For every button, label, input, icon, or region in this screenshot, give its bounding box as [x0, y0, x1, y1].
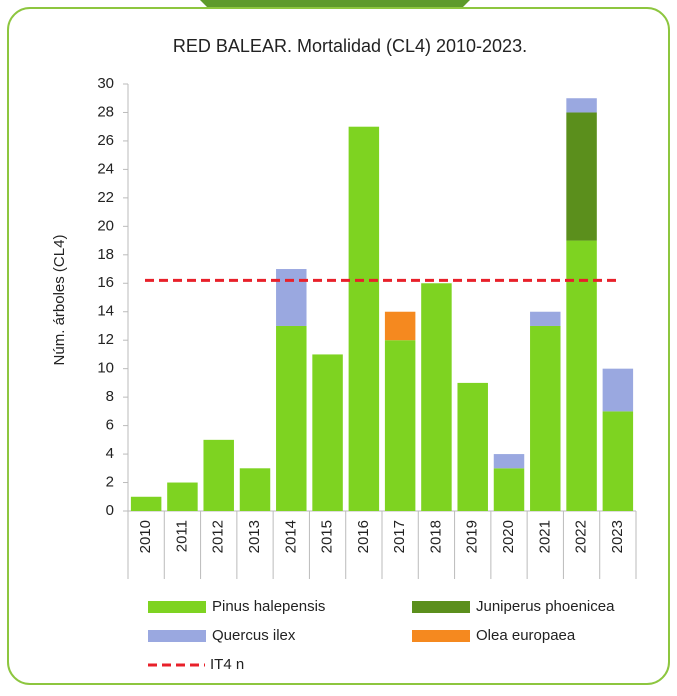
bar-segment — [530, 325, 561, 511]
legend-swatch — [412, 630, 470, 642]
legend-label: Juniperus phoenicea — [476, 598, 615, 615]
bar-segment — [602, 368, 634, 412]
bar-segment — [566, 112, 597, 241]
y-tick-label: 10 — [97, 360, 114, 377]
legend-label: Olea europaea — [476, 627, 576, 644]
bar-segment — [239, 468, 271, 511]
x-tick-label: 2010 — [137, 520, 154, 553]
bar-segment — [312, 354, 343, 511]
y-tick-label: 30 — [97, 75, 114, 92]
y-tick-label: 20 — [97, 217, 114, 234]
bar-segment — [167, 482, 198, 511]
y-tick-label: 18 — [97, 246, 114, 263]
bar-segment — [493, 454, 525, 469]
bar-segment — [530, 311, 561, 326]
y-tick-label: 12 — [97, 331, 114, 348]
y-tick-label: 8 — [106, 388, 114, 405]
bar-segment — [421, 283, 452, 511]
y-tick-label: 6 — [106, 417, 114, 434]
x-tick-label: 2023 — [609, 520, 626, 553]
x-tick-label: 2012 — [210, 520, 227, 553]
x-tick-label: 2021 — [536, 520, 553, 553]
y-tick-label: 22 — [97, 189, 114, 206]
bar-segment — [276, 269, 307, 326]
y-tick-label: 26 — [97, 132, 114, 149]
y-tick-label: 28 — [97, 103, 114, 120]
x-tick-label: 2019 — [464, 520, 481, 553]
x-tick-label: 2011 — [173, 520, 190, 552]
legend-swatch — [412, 601, 470, 613]
legend-label: Quercus ilex — [212, 627, 296, 644]
bar-segment — [130, 496, 162, 511]
legend-label: IT4 n — [210, 656, 244, 673]
bar-segment — [384, 311, 416, 341]
x-tick-label: 2015 — [319, 520, 336, 553]
bar-segment — [384, 340, 416, 511]
bar-segment — [493, 468, 525, 511]
y-tick-label: 4 — [106, 445, 114, 462]
x-tick-label: 2014 — [282, 520, 299, 553]
y-tick-label: 14 — [97, 303, 114, 320]
x-tick-label: 2022 — [573, 520, 590, 553]
x-tick-label: 2018 — [427, 520, 444, 553]
bar-segment — [276, 325, 307, 511]
x-tick-label: 2016 — [355, 520, 372, 553]
y-tick-label: 2 — [106, 474, 114, 491]
frame — [7, 7, 670, 685]
bar-segment — [602, 411, 634, 511]
bar-segment — [566, 240, 597, 512]
bar-segment — [203, 439, 234, 511]
x-tick-label: 2017 — [391, 520, 408, 553]
bar-segment — [566, 98, 597, 113]
legend-swatch — [148, 630, 206, 642]
legend-swatch — [148, 601, 206, 613]
x-tick-label: 2013 — [246, 520, 263, 553]
y-axis-label: Núm. árboles (CL4) — [51, 235, 68, 366]
y-tick-label: 0 — [106, 502, 114, 519]
bar-segment — [348, 126, 380, 511]
legend-label: Pinus halepensis — [212, 598, 325, 615]
y-tick-label: 16 — [97, 274, 114, 291]
bar-segment — [457, 382, 488, 511]
chart-title: RED BALEAR. Mortalidad (CL4) 2010-2023. — [173, 36, 527, 56]
x-tick-label: 2020 — [500, 520, 517, 553]
y-tick-label: 24 — [97, 160, 114, 177]
